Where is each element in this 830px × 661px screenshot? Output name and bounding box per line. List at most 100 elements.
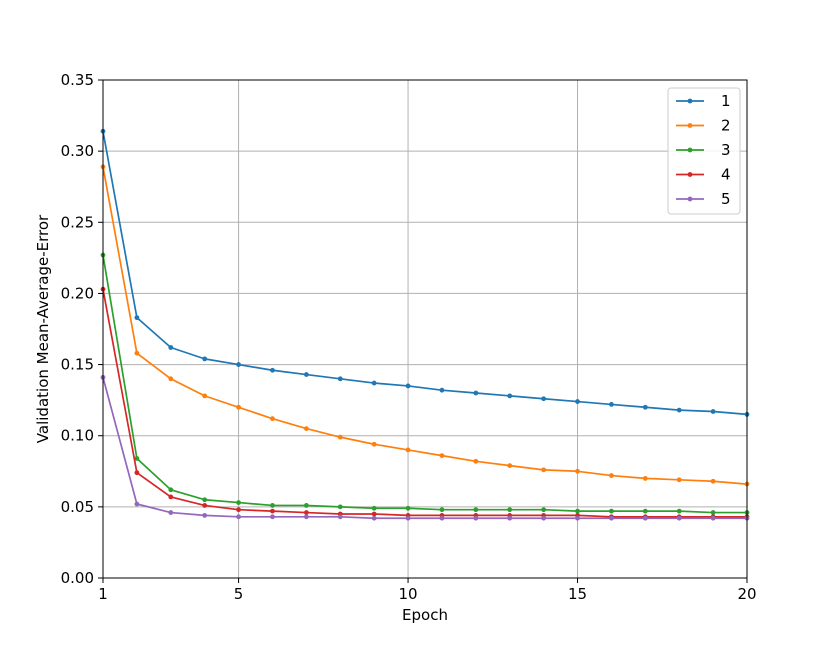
data-point <box>575 508 580 514</box>
data-point <box>405 447 411 453</box>
data-point <box>303 426 309 431</box>
data-point <box>710 510 716 515</box>
data-point <box>473 458 479 464</box>
x-tick-label: 1 <box>98 585 108 603</box>
data-point <box>473 507 479 513</box>
y-tick-label: 0.05 <box>61 498 94 516</box>
x-tick-label: 10 <box>399 585 418 603</box>
data-point <box>134 350 140 356</box>
data-point <box>168 376 174 382</box>
x-tick-label: 5 <box>234 585 244 603</box>
legend-box <box>667 87 741 215</box>
data-point <box>202 512 208 518</box>
data-point <box>168 345 174 350</box>
data-point <box>575 399 580 404</box>
series-line <box>102 166 748 485</box>
data-point <box>676 477 682 483</box>
data-point <box>609 402 614 407</box>
data-point <box>507 393 513 399</box>
data-point <box>642 515 648 521</box>
grid <box>102 79 748 579</box>
data-point <box>134 501 140 507</box>
data-point <box>439 515 445 521</box>
data-point <box>202 393 208 399</box>
legend: 1 2 3 4 5 <box>667 87 741 215</box>
data-point <box>541 507 547 513</box>
data-point <box>541 515 547 521</box>
data-point <box>405 515 411 521</box>
legend-label: 5 <box>721 190 731 208</box>
series-line <box>102 289 747 518</box>
data-point <box>303 372 309 377</box>
legend-item: 5 <box>676 190 731 208</box>
y-tick-label: 0.30 <box>61 142 94 160</box>
data-point <box>405 505 411 511</box>
data-point <box>676 515 682 521</box>
data-point <box>710 478 716 484</box>
y-tick-label: 0.15 <box>61 356 94 374</box>
data-point <box>270 514 275 520</box>
legend-label: 4 <box>721 166 731 184</box>
y-axis-title: Validation Mean-Average-Error <box>34 214 52 443</box>
data-point <box>337 434 343 440</box>
legend-marker <box>687 147 693 153</box>
data-point <box>168 494 174 500</box>
legend-label: 2 <box>721 117 731 135</box>
series-2 <box>100 164 750 487</box>
x-tick-label: 15 <box>568 585 587 603</box>
data-point <box>134 456 140 461</box>
data-point <box>202 356 208 362</box>
data-point <box>575 468 580 474</box>
data-point <box>609 508 614 514</box>
data-point <box>236 362 241 367</box>
data-point <box>710 515 716 521</box>
data-point <box>507 515 513 521</box>
data-point <box>303 503 309 508</box>
data-point <box>236 404 241 410</box>
data-point <box>507 463 513 468</box>
y-axis-ticks: 0.00 0.05 0.10 0.15 0.20 0.25 0.30 0.35 <box>61 71 103 587</box>
data-point <box>541 396 547 402</box>
data-point <box>168 510 174 515</box>
plot-frame <box>102 79 748 579</box>
series-line <box>102 377 747 520</box>
data-point <box>609 473 614 478</box>
x-axis-title: Epoch <box>402 606 448 624</box>
data-point <box>507 507 513 513</box>
data-point <box>676 407 682 413</box>
data-point <box>134 315 140 321</box>
legend-item: 1 <box>676 92 731 110</box>
y-tick-label: 0.20 <box>61 284 94 302</box>
legend-item: 3 <box>676 141 731 159</box>
data-point <box>303 514 309 520</box>
data-point <box>202 497 208 503</box>
data-point <box>609 515 614 521</box>
data-point <box>676 508 682 514</box>
legend-label: 1 <box>721 92 731 110</box>
legend-item: 2 <box>676 117 731 135</box>
data-point <box>270 503 275 508</box>
series-1 <box>100 128 750 417</box>
data-point <box>439 453 445 459</box>
data-point <box>168 487 174 493</box>
data-point <box>439 387 445 393</box>
series-5 <box>100 374 750 521</box>
data-point <box>371 380 377 386</box>
data-point <box>270 416 275 422</box>
legend-label: 3 <box>721 141 731 159</box>
data-point <box>473 515 479 521</box>
data-point <box>642 476 648 481</box>
data-point <box>642 404 648 410</box>
data-point <box>541 467 547 473</box>
data-point <box>371 511 377 517</box>
data-point <box>303 510 309 515</box>
series-line <box>102 131 748 416</box>
legend-marker <box>687 98 693 104</box>
data-point <box>236 514 241 520</box>
legend-marker <box>687 172 693 177</box>
data-point <box>337 504 343 510</box>
legend-marker <box>687 123 693 128</box>
y-tick-label: 0.10 <box>61 427 94 445</box>
data-point <box>473 390 479 396</box>
